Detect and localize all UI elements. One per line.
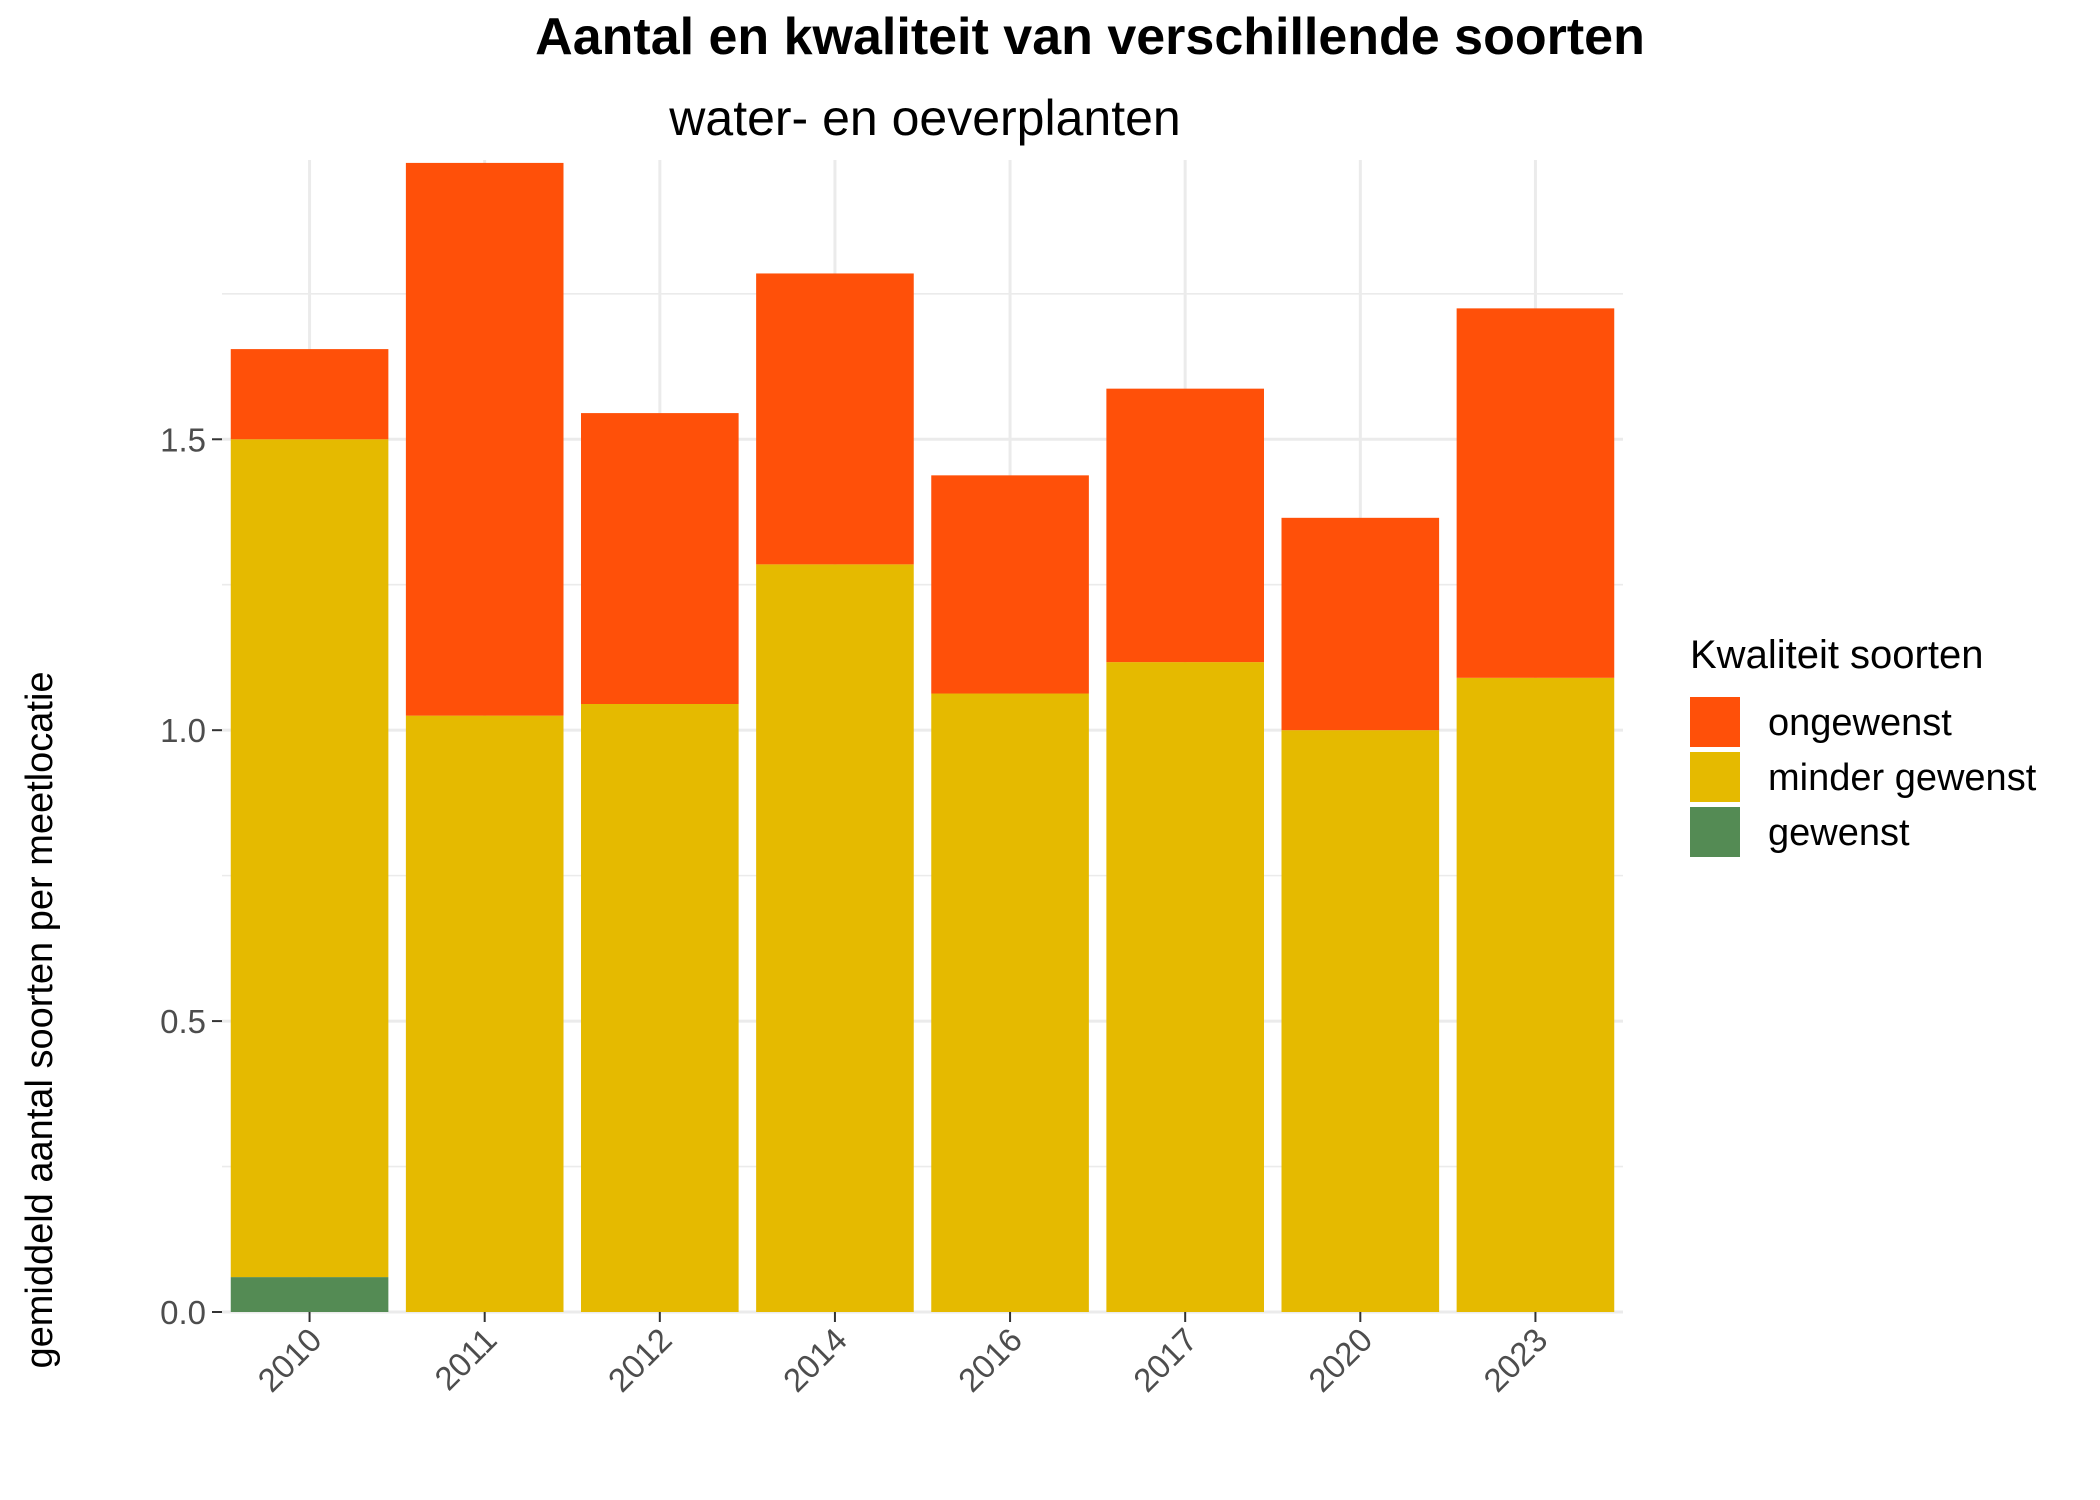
y-axis-label: gemiddeld aantal soorten per meetlocatie	[19, 671, 61, 1368]
bar-minder-gewenst-2023	[1456, 677, 1615, 1312]
x-tick-label: 2016	[951, 1321, 1029, 1399]
plot-area: 0.0 0.5 1.0 1.5 2010 2011 2012 2014 2016 2017 2020…	[160, 160, 1623, 1399]
bar-ongewenst-2011	[405, 162, 564, 716]
legend-title: Kwaliteit soorten	[1690, 633, 1983, 677]
legend-label-ongewenst: ongewenst	[1768, 702, 1952, 744]
bar-minder-gewenst-2016	[931, 693, 1089, 1312]
legend-label-minder-gewenst: minder gewenst	[1768, 757, 2037, 799]
bar-ongewenst-2017	[1106, 388, 1264, 663]
bar-minder-gewenst-2014	[756, 564, 914, 1312]
bar-minder-gewenst-2011	[405, 715, 564, 1312]
bar-minder-gewenst-2010	[230, 439, 389, 1278]
bar-ongewenst-2023	[1456, 308, 1615, 678]
legend-key-gewenst	[1690, 807, 1740, 857]
bar-ongewenst-2012	[581, 413, 739, 704]
bar-gewenst-2010	[230, 1277, 389, 1312]
y-tick-label: 1.0	[160, 712, 206, 749]
chart-subtitle: water- en oeverplanten	[668, 90, 1180, 146]
bar-ongewenst-2020	[1281, 517, 1440, 731]
bar-minder-gewenst-2012	[581, 704, 739, 1312]
x-tick-label: 2023	[1476, 1321, 1554, 1399]
bar-minder-gewenst-2020	[1281, 730, 1440, 1312]
x-tick-label: 2012	[601, 1321, 679, 1399]
y-tick-label: 0.0	[160, 1294, 206, 1331]
x-tick-label: 2014	[776, 1321, 854, 1399]
x-tick-label: 2011	[427, 1321, 503, 1397]
y-tick-label: 0.5	[160, 1003, 206, 1040]
x-tick-label: 2017	[1126, 1321, 1204, 1399]
legend-key-minder-gewenst	[1690, 752, 1740, 802]
chart-title: Aantal en kwaliteit van verschillende so…	[535, 8, 1645, 66]
bar-ongewenst-2016	[931, 475, 1089, 694]
bar-ongewenst-2010	[230, 349, 389, 440]
legend-label-gewenst: gewenst	[1768, 812, 1910, 854]
x-tick-label: 2020	[1301, 1321, 1379, 1399]
bar-ongewenst-2014	[756, 273, 914, 565]
legend: Kwaliteit soorten ongewenst minder gewens…	[1690, 633, 2037, 857]
legend-key-ongewenst	[1690, 697, 1740, 747]
bar-minder-gewenst-2017	[1106, 662, 1264, 1312]
x-tick-label: 2010	[250, 1321, 328, 1399]
y-tick-label: 1.5	[160, 421, 206, 458]
